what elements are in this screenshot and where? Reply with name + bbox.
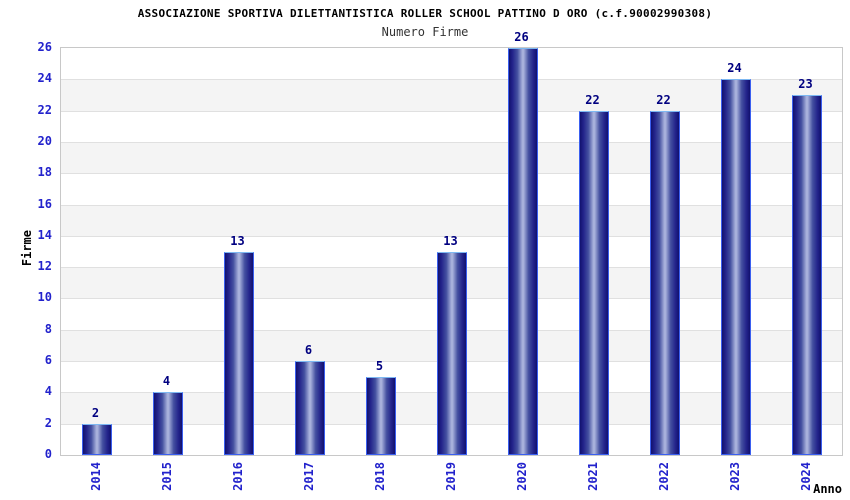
gridline: [61, 173, 842, 175]
plot-band: [61, 173, 842, 205]
plot-band: [61, 141, 842, 174]
y-tick-18: 18: [37, 165, 52, 180]
x-tick-2023: 2023: [727, 462, 742, 491]
bar-value-2015: 4: [162, 374, 171, 389]
bar-2024: [791, 94, 822, 455]
y-tick-4: 4: [44, 384, 52, 399]
x-tick-2024: 2024: [798, 462, 813, 491]
x-tick-2014: 2014: [88, 462, 103, 491]
x-tick-2022: 2022: [656, 462, 671, 491]
y-tick-8: 8: [44, 321, 52, 336]
bar-2023: [720, 79, 751, 455]
plot-band: [61, 48, 842, 80]
bar-2015: [152, 392, 183, 455]
y-tick-16: 16: [37, 196, 52, 211]
bar-2017: [294, 361, 325, 455]
y-tick-0: 0: [44, 447, 52, 461]
y-tick-14: 14: [37, 227, 52, 242]
x-tick-2018: 2018: [372, 462, 387, 491]
y-tick-6: 6: [44, 353, 52, 368]
y-tick-12: 12: [37, 259, 52, 274]
gridline: [61, 235, 842, 237]
chart-title: ASSOCIAZIONE SPORTIVA DILETTANTISTICA RO…: [137, 7, 713, 20]
bar-value-2023: 24: [727, 61, 742, 76]
bar-value-2014: 2: [91, 405, 100, 420]
x-tick-2019: 2019: [443, 462, 458, 491]
bar-2022: [649, 110, 680, 455]
y-tick-24: 24: [37, 71, 52, 86]
y-tick-2: 2: [44, 415, 52, 430]
plot-band: [61, 110, 842, 142]
bar-2020: [507, 48, 538, 455]
y-tick-22: 22: [37, 102, 52, 117]
y-tick-26: 26: [37, 40, 52, 54]
bar-2014: [81, 423, 112, 455]
y-tick-20: 20: [37, 133, 52, 148]
bar-2018: [365, 376, 396, 455]
bar-value-2016: 13: [230, 233, 245, 248]
bar-value-2019: 13: [443, 233, 458, 248]
gridline: [61, 79, 842, 81]
gridline: [61, 204, 842, 206]
bar-2019: [436, 251, 467, 455]
x-tick-2016: 2016: [230, 462, 245, 491]
gridline: [61, 110, 842, 112]
bar-value-2017: 6: [304, 343, 313, 358]
bar-value-2021: 22: [585, 92, 600, 107]
x-tick-2021: 2021: [585, 462, 600, 491]
gridline: [61, 141, 842, 143]
plot-band: [61, 79, 842, 111]
x-tick-2020: 2020: [514, 462, 529, 491]
bar-value-2022: 22: [656, 92, 671, 107]
x-tick-2015: 2015: [159, 462, 174, 491]
x-tick-2017: 2017: [301, 462, 316, 491]
bar-2016: [223, 251, 254, 455]
plot-band: [61, 204, 842, 236]
bar-value-2018: 5: [375, 358, 384, 373]
y-tick-10: 10: [37, 290, 52, 305]
chart-subtitle: Numero Firme: [381, 25, 469, 39]
bar-value-2020: 26: [514, 30, 529, 44]
plot-area: [60, 47, 843, 456]
x-axis-label: Anno: [813, 482, 842, 496]
bar-value-2024: 23: [798, 76, 813, 91]
bar-2021: [578, 110, 609, 455]
